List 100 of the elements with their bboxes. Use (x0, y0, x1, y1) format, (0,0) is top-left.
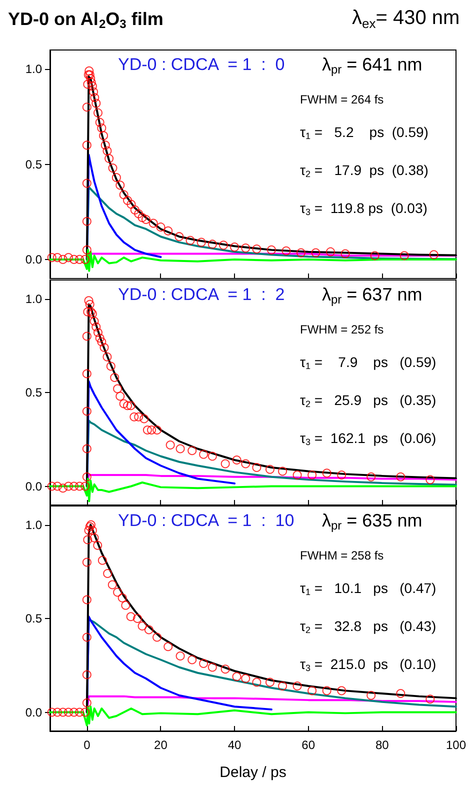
point (130, 205, 140, 214)
point (252, 678, 262, 687)
point (70, 708, 78, 717)
point (83, 307, 92, 316)
point (144, 625, 154, 634)
point (241, 674, 250, 683)
point (396, 689, 406, 698)
point (252, 463, 262, 472)
y-tick-label: 0.5 (25, 157, 42, 172)
point (58, 254, 68, 264)
point (58, 484, 68, 493)
point (126, 612, 136, 622)
point (426, 475, 435, 484)
point (93, 540, 102, 550)
point (82, 595, 92, 604)
point (186, 236, 195, 245)
annotation: YD-0 : CDCA = 1 : 0 (118, 55, 285, 74)
point (130, 412, 139, 422)
point (82, 472, 92, 482)
point (84, 66, 94, 76)
point (75, 254, 84, 264)
point (208, 240, 217, 249)
point (93, 328, 102, 337)
point (188, 446, 197, 456)
point (89, 87, 98, 96)
point (52, 253, 62, 262)
point (70, 254, 78, 264)
point (113, 384, 122, 394)
point (84, 296, 94, 306)
point (47, 253, 56, 262)
point (90, 533, 99, 542)
point (84, 526, 94, 535)
point (241, 244, 250, 253)
point (80, 708, 90, 717)
point (98, 556, 107, 565)
point (252, 244, 262, 254)
line-series (86, 380, 236, 488)
x-tick-label: 40 (228, 738, 242, 752)
point (400, 251, 409, 260)
point (134, 209, 144, 218)
point (92, 98, 101, 108)
point (99, 131, 108, 140)
point (265, 464, 274, 474)
point (95, 334, 104, 343)
point (282, 246, 291, 256)
y-tick-label: 0.0 (25, 479, 42, 494)
point (119, 399, 128, 408)
y-tick-label: 1.0 (25, 292, 42, 306)
x-tick-label: 100 (446, 738, 466, 752)
point (241, 459, 250, 468)
point (123, 196, 132, 205)
point (93, 108, 102, 118)
point (85, 300, 94, 309)
point (64, 253, 73, 262)
point (82, 698, 92, 708)
point (64, 708, 73, 717)
point (188, 655, 197, 664)
y-tick-label: 0.5 (25, 386, 42, 400)
point (88, 82, 97, 91)
point (90, 93, 100, 102)
point (82, 406, 92, 416)
point (82, 216, 92, 226)
point (82, 332, 92, 341)
point (308, 686, 317, 696)
annotation: FWHM = 264 fs (300, 92, 384, 107)
x-tick-label: 0 (84, 738, 91, 752)
point (90, 316, 99, 326)
point (208, 452, 217, 461)
point (164, 226, 173, 236)
point (83, 535, 92, 544)
point (164, 642, 173, 652)
point (97, 124, 106, 133)
x-tick-label: 80 (375, 738, 390, 752)
point (141, 214, 150, 224)
point (82, 178, 92, 188)
line-series (86, 420, 457, 488)
point (82, 632, 92, 642)
annotation: FWHM = 252 fs (300, 322, 384, 337)
point (292, 682, 302, 690)
point (116, 180, 125, 190)
point (82, 558, 92, 567)
point (174, 232, 184, 242)
point (366, 472, 376, 482)
point (82, 670, 92, 680)
point (296, 248, 306, 258)
point (82, 369, 92, 378)
point (232, 672, 242, 682)
point (148, 218, 158, 228)
point (370, 251, 380, 260)
point (308, 470, 317, 480)
point (100, 140, 110, 150)
point (292, 470, 302, 480)
point (176, 444, 185, 454)
point (132, 614, 142, 623)
point (199, 659, 208, 668)
x-axis-title: Delay / ps (220, 764, 286, 781)
point (396, 472, 406, 482)
annotation: YD-0 : CDCA = 1 : 2 (118, 285, 285, 304)
point (337, 686, 346, 696)
point (75, 482, 84, 491)
